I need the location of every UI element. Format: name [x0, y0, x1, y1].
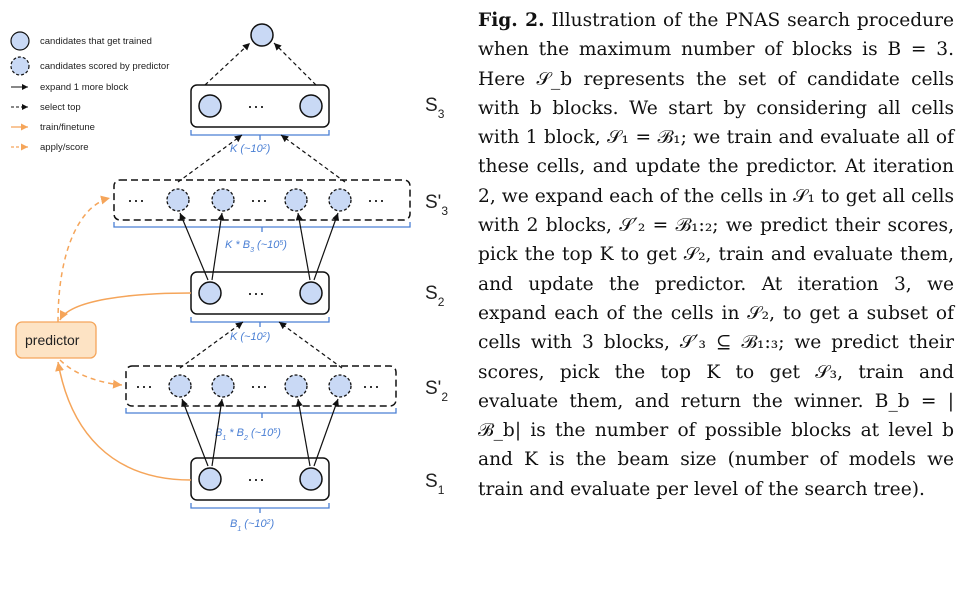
apply-arrow: [57, 195, 111, 323]
s2p-brace: [125, 408, 397, 418]
s1-level-label: S1: [425, 471, 445, 497]
figure-caption: Fig. 2. Illustration of the PNAS search …: [478, 6, 954, 504]
s3p-brace: [113, 222, 411, 232]
s3-count-label: K (~102): [230, 143, 271, 155]
s2-brace: [190, 317, 330, 327]
select-arrow: [278, 321, 343, 369]
s1-ellipsis: ···: [247, 469, 265, 489]
s2p-ellipsis: ···: [250, 376, 268, 396]
s2-node: [198, 281, 222, 305]
s2p-node: [168, 374, 192, 398]
s2p-ellipsis: ···: [362, 376, 380, 396]
predictor-label: predictor: [25, 332, 80, 348]
select-arrow: [177, 134, 243, 183]
s3p-node: [284, 188, 308, 212]
s1-node: [198, 467, 222, 491]
s2p-count-label: B1 * B2 (~105): [215, 427, 281, 442]
s2p-node: [211, 374, 235, 398]
legend-trained-label: candidates that get trained: [40, 36, 152, 47]
expand-arrow: [211, 398, 225, 467]
s3-brace: [190, 130, 330, 140]
s2p-node: [284, 374, 308, 398]
expand-arrow: [313, 398, 339, 467]
s2p-level-label: S'2: [425, 378, 448, 404]
train-arrow: [59, 292, 192, 321]
select-arrow: [204, 42, 251, 86]
legend-trained-node-icon: [10, 31, 30, 51]
legend-scored-node-icon: [10, 56, 30, 76]
s1-node: [299, 467, 323, 491]
s2p-ellipsis: ···: [135, 376, 153, 396]
s2-node: [299, 281, 323, 305]
s3p-ellipsis: ···: [250, 190, 268, 210]
legend-apply-label: apply/score: [40, 142, 89, 153]
s3-node: [198, 94, 222, 118]
select-arrow: [179, 321, 244, 369]
expand-arrow: [179, 212, 209, 281]
predictor-box: [15, 321, 97, 359]
s3-node: [299, 94, 323, 118]
legend-select-label: select top: [40, 102, 81, 113]
s2-count-label: K (~102): [230, 331, 271, 343]
select-arrow: [280, 134, 346, 183]
s3p-ellipsis: ···: [367, 190, 385, 210]
s3p-node: [328, 188, 352, 212]
s1-box: [190, 457, 330, 501]
winner-node: [250, 23, 274, 47]
s2-ellipsis: ···: [247, 283, 265, 303]
s3-ellipsis: ···: [247, 96, 265, 116]
expand-arrow: [295, 398, 311, 467]
s3p-count-label: K * B3 (~105): [225, 239, 287, 254]
expand-arrow: [313, 212, 339, 281]
s3p-ellipsis: ···: [127, 190, 145, 210]
expand-arrow: [295, 212, 311, 281]
pnas-diagram: candidates that get trained candidates s…: [10, 23, 448, 533]
apply-arrow: [59, 359, 123, 389]
train-arrow: [55, 361, 192, 481]
s2-prime-box: [125, 365, 397, 407]
s2-level-label: S2: [425, 283, 445, 309]
legend-scored-label: candidates scored by predictor: [40, 61, 169, 72]
s3p-node: [211, 188, 235, 212]
caption-label: Fig. 2.: [478, 10, 545, 31]
expand-arrow: [181, 398, 209, 467]
s3p-level-label: S'3: [425, 192, 448, 218]
s3-level-label: S3: [425, 95, 445, 121]
s2p-node: [328, 374, 352, 398]
expand-arrow: [211, 212, 225, 281]
s1-count-label: B1 (~102): [230, 518, 275, 533]
caption-text: Illustration of the PNAS search procedur…: [478, 10, 954, 500]
s1-brace: [190, 503, 330, 513]
legend: candidates that get trained candidates s…: [10, 31, 169, 153]
legend-expand-label: expand 1 more block: [40, 82, 128, 93]
s3-box: [190, 84, 330, 128]
select-arrow: [273, 42, 317, 86]
legend-train-label: train/finetune: [40, 122, 95, 133]
s3p-node: [166, 188, 190, 212]
